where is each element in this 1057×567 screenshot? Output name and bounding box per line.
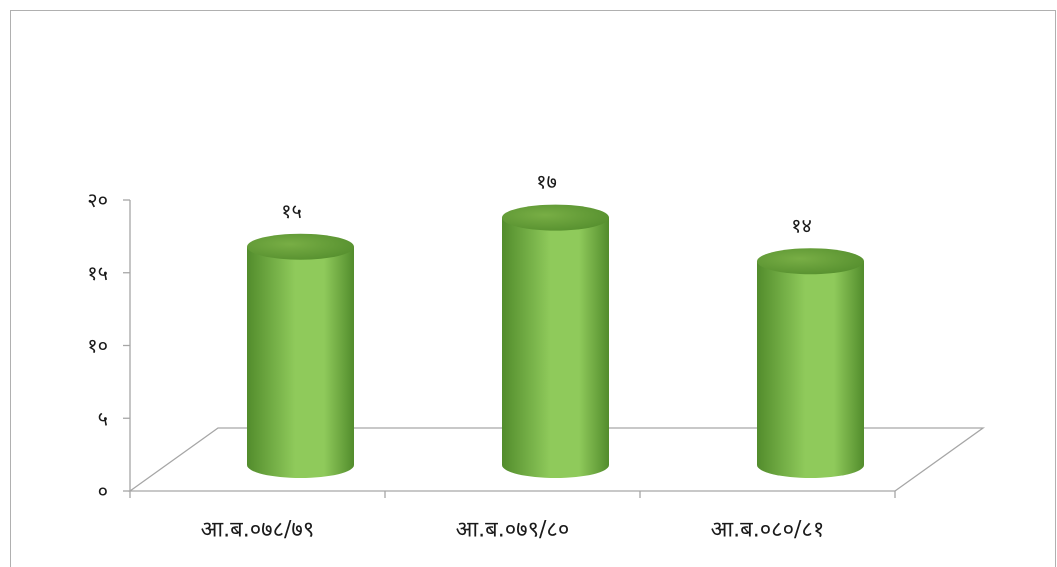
x-category-label: आ.ब.०७९/८० — [456, 518, 570, 543]
y-tick-label: १५ — [87, 261, 108, 285]
y-tick-label: २० — [87, 188, 108, 212]
bar-body — [247, 246, 354, 479]
bar-body — [502, 217, 609, 479]
data-labels: १५ १७ १४ — [281, 170, 812, 238]
y-axis: ० ५ १० १५ २० — [87, 188, 131, 503]
bar-top — [247, 233, 354, 260]
x-category-label: आ.ब.०८०/८१ — [711, 518, 825, 543]
bar-cylinder — [757, 248, 864, 479]
x-axis: आ.ब.०७८/७९ आ.ब.०७९/८० आ.ब.०८०/८१ — [129, 491, 896, 543]
bar-value-label: १४ — [791, 213, 812, 237]
bar-top — [502, 204, 609, 231]
bar-body — [757, 261, 864, 479]
bar-series — [247, 204, 864, 479]
y-tick-label: १० — [87, 334, 108, 358]
bar-top — [757, 248, 864, 275]
bar-cylinder — [502, 204, 609, 479]
y-tick-label: ० — [98, 479, 108, 503]
x-category-label: आ.ब.०७८/७९ — [201, 518, 315, 543]
y-tick-label: ५ — [98, 406, 108, 430]
chart-frame — [10, 10, 1056, 567]
bar-cylinder — [247, 233, 354, 479]
bar-value-label: १५ — [281, 199, 302, 223]
bar-value-label: १७ — [536, 170, 557, 194]
